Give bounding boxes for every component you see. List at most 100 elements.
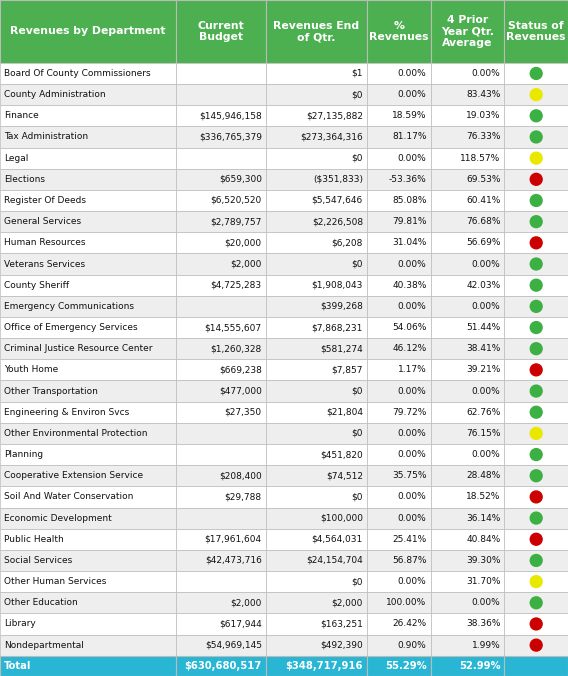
Text: Legal: Legal [4,153,28,163]
Text: 79.72%: 79.72% [392,408,427,416]
Bar [176,592,266,613]
Bar [0,465,176,486]
Circle shape [531,491,542,503]
Text: Finance: Finance [4,112,39,120]
Bar [0,508,176,529]
Text: $2,789,757: $2,789,757 [211,217,262,226]
Text: 69.53%: 69.53% [466,175,500,184]
Bar [367,338,431,360]
Circle shape [531,533,542,546]
Circle shape [531,322,542,333]
Bar [176,105,266,126]
Text: %
Revenues: % Revenues [369,21,428,42]
Bar [266,635,367,656]
Bar [176,381,266,402]
Bar [504,254,568,274]
Text: 60.41%: 60.41% [466,196,500,205]
Text: $27,135,882: $27,135,882 [306,112,363,120]
Text: $0: $0 [352,90,363,99]
Text: 46.12%: 46.12% [392,344,427,353]
Circle shape [531,131,542,143]
Bar [266,169,367,190]
Bar [431,0,504,63]
Bar [431,274,504,296]
Circle shape [531,554,542,566]
Text: Criminal Justice Resource Center: Criminal Justice Resource Center [4,344,152,353]
Bar [266,190,367,211]
Bar [176,296,266,317]
Text: $669,238: $669,238 [219,366,262,375]
Text: 0.00%: 0.00% [398,450,427,459]
Circle shape [531,237,542,249]
Text: $0: $0 [352,577,363,586]
Bar [0,422,176,444]
Text: 100.00%: 100.00% [386,598,427,607]
Bar [0,338,176,360]
Bar [266,84,367,105]
Bar [431,529,504,550]
Text: 39.21%: 39.21% [466,366,500,375]
Bar [266,63,367,84]
Text: $2,000: $2,000 [332,598,363,607]
Text: 56.69%: 56.69% [466,239,500,247]
Circle shape [531,512,542,524]
Text: 0.00%: 0.00% [398,387,427,395]
Text: 25.41%: 25.41% [392,535,427,544]
Circle shape [531,110,542,122]
Text: $0: $0 [352,260,363,268]
Bar [367,444,431,465]
Bar [0,571,176,592]
Text: $145,946,158: $145,946,158 [199,112,262,120]
Bar [0,254,176,274]
Circle shape [531,618,542,630]
Bar [266,656,367,676]
Bar [367,0,431,63]
Text: Youth Home: Youth Home [4,366,59,375]
Circle shape [531,173,542,185]
Bar [176,126,266,147]
Circle shape [531,385,542,397]
Bar [504,613,568,635]
Text: Status of
Revenues: Status of Revenues [507,21,566,42]
Bar [0,274,176,296]
Bar [431,254,504,274]
Bar [431,63,504,84]
Bar [367,402,431,422]
Text: 28.48%: 28.48% [466,471,500,480]
Text: Public Health: Public Health [4,535,64,544]
Text: $581,274: $581,274 [320,344,363,353]
Text: 1.17%: 1.17% [398,366,427,375]
Bar [504,381,568,402]
Bar [367,169,431,190]
Bar [367,381,431,402]
Bar [367,592,431,613]
Bar [176,402,266,422]
Text: $630,680,517: $630,680,517 [185,661,262,671]
Bar [367,656,431,676]
Bar [176,656,266,676]
Bar [176,613,266,635]
Text: $100,000: $100,000 [320,514,363,523]
Bar [367,360,431,381]
Bar [176,338,266,360]
Bar [504,169,568,190]
Text: $492,390: $492,390 [320,641,363,650]
Text: $6,520,520: $6,520,520 [211,196,262,205]
Bar [176,465,266,486]
Text: 79.81%: 79.81% [392,217,427,226]
Text: $0: $0 [352,429,363,438]
Text: $336,765,379: $336,765,379 [199,132,262,141]
Bar [0,592,176,613]
Bar [431,635,504,656]
Bar [176,317,266,338]
Bar [0,360,176,381]
Circle shape [531,576,542,587]
Text: Revenues End
of Qtr.: Revenues End of Qtr. [273,21,360,42]
Text: 0.00%: 0.00% [398,492,427,502]
Text: 18.52%: 18.52% [466,492,500,502]
Bar [176,571,266,592]
Bar [367,317,431,338]
Bar [367,571,431,592]
Bar [431,465,504,486]
Bar [266,381,367,402]
